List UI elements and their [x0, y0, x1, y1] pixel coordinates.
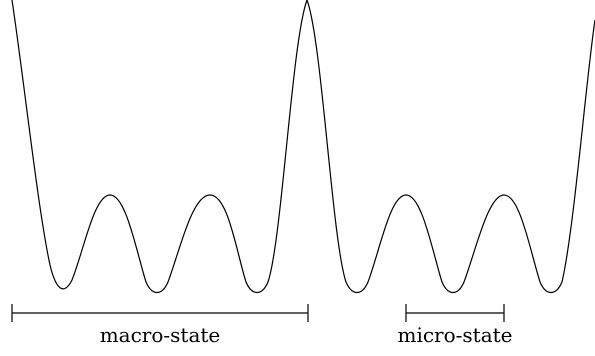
macro-state-label: macro-state — [100, 323, 221, 347]
macro-state-bracket — [11, 304, 309, 322]
energy-curve — [11, 0, 595, 294]
micro-state-label: micro-state — [397, 323, 512, 347]
micro-state-bracket — [405, 304, 505, 322]
